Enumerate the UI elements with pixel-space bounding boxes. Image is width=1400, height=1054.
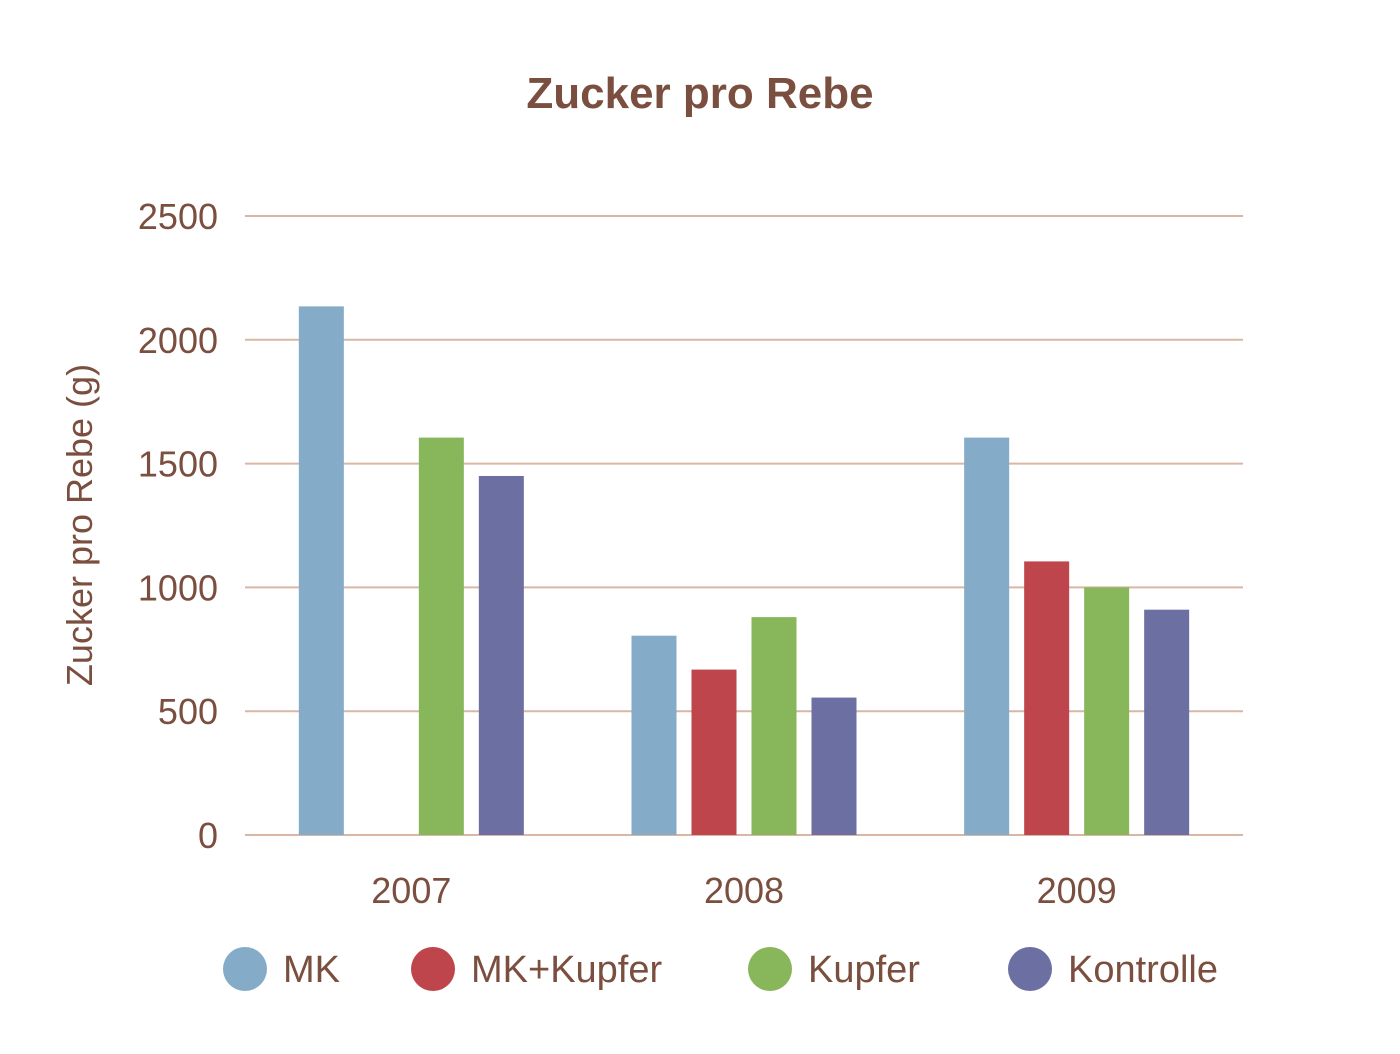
legend: MK MK+Kupfer Kupfer Kontrolle xyxy=(223,947,1218,991)
legend-label: Kupfer xyxy=(808,949,920,991)
bar-mk-2009 xyxy=(964,437,1010,835)
legend-marker xyxy=(411,947,455,991)
x-tick-label: 2007 xyxy=(371,870,451,911)
legend-marker xyxy=(1008,947,1052,991)
y-tick-label: 1500 xyxy=(138,444,218,485)
y-tick-label: 1000 xyxy=(138,567,218,608)
bar-mk-2008 xyxy=(631,635,677,835)
bar-kontrolle-2009 xyxy=(1144,609,1190,835)
x-tick-labels: 2007 2008 2009 xyxy=(371,870,1116,911)
bar-kontrolle-2008 xyxy=(811,697,857,835)
bar-kupfer-2007 xyxy=(418,437,464,835)
y-tick-labels: 0 500 1000 1500 2000 2500 xyxy=(138,196,218,856)
legend-item-kupfer: Kupfer xyxy=(748,947,920,991)
y-tick-label: 2000 xyxy=(138,320,218,361)
chart-title: Zucker pro Rebe xyxy=(526,69,873,118)
bar-kupfer-2008 xyxy=(751,617,797,835)
y-tick-label: 2500 xyxy=(138,196,218,237)
legend-label: Kontrolle xyxy=(1068,949,1218,991)
legend-item-kontrolle: Kontrolle xyxy=(1008,947,1218,991)
legend-label: MK+Kupfer xyxy=(471,949,662,991)
bar-mk-2007 xyxy=(298,306,344,835)
y-tick-label: 0 xyxy=(198,815,218,856)
bar-mk-kupfer-2009 xyxy=(1024,561,1070,835)
y-tick-label: 500 xyxy=(158,691,218,732)
legend-marker xyxy=(223,947,267,991)
gridlines xyxy=(245,215,1243,836)
legend-item-mk: MK xyxy=(223,947,340,991)
bar-kontrolle-2007 xyxy=(478,475,524,835)
y-axis-label: Zucker pro Rebe (g) xyxy=(59,364,100,686)
legend-marker xyxy=(748,947,792,991)
bar-mk-kupfer-2008 xyxy=(691,669,737,835)
bars xyxy=(298,306,1190,835)
legend-item-mk-kupfer: MK+Kupfer xyxy=(411,947,662,991)
x-tick-label: 2008 xyxy=(704,870,784,911)
legend-label: MK xyxy=(283,949,340,991)
x-tick-label: 2009 xyxy=(1037,870,1117,911)
bar-kupfer-2009 xyxy=(1084,587,1130,835)
